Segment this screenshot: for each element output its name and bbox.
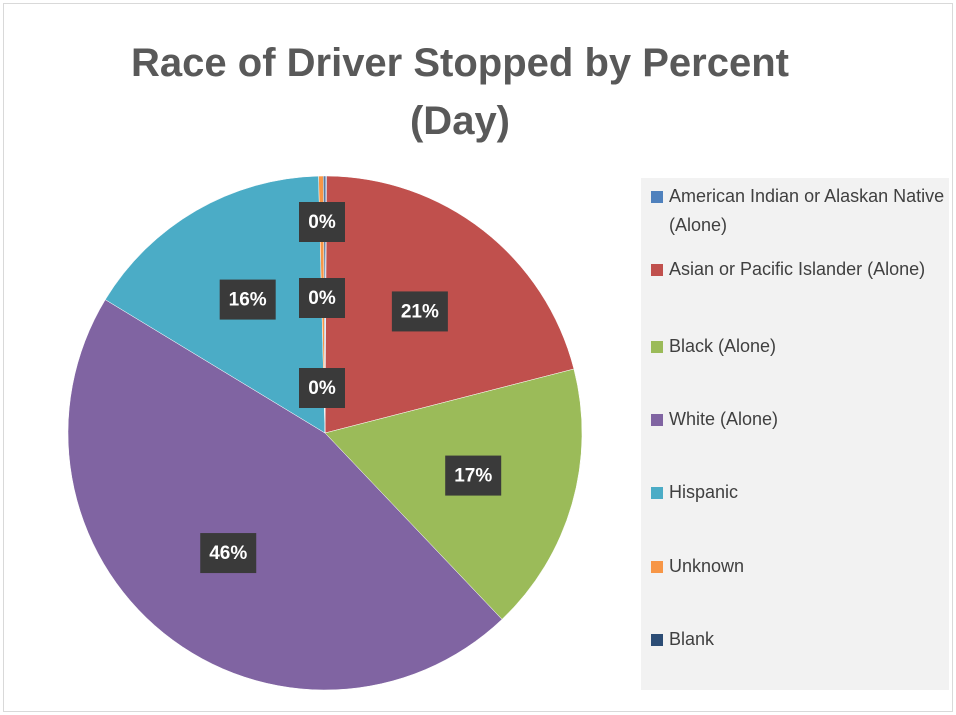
data-label: 0%: [308, 378, 336, 399]
legend-label: Asian or Pacific Islander (Alone): [669, 259, 926, 279]
legend-swatch: [651, 634, 663, 646]
legend-item: White (Alone): [651, 405, 956, 434]
legend-label: Black (Alone): [669, 336, 777, 356]
data-label: 46%: [209, 543, 247, 564]
pie-slice: [67, 299, 503, 691]
legend-swatch: [651, 264, 663, 276]
legend-label: Hispanic: [669, 482, 739, 502]
legend-item: Blank: [651, 625, 956, 654]
data-label-box: [445, 455, 502, 496]
data-label-box: [391, 291, 448, 332]
legend-label: Unknown: [669, 556, 745, 576]
chart-border: [3, 3, 953, 712]
data-label: 16%: [229, 290, 267, 311]
legend-label: White (Alone): [669, 409, 779, 429]
legend-item: Unknown: [651, 552, 956, 581]
legend-swatch: [651, 487, 663, 499]
data-label: 0%: [308, 212, 336, 233]
pie-slice: [324, 175, 575, 434]
data-label-box: [299, 202, 345, 242]
legend-label: Blank: [669, 629, 715, 649]
legend-item: American Indian or Alaskan Native (Alone…: [651, 182, 956, 240]
data-label: 0%: [308, 288, 336, 309]
data-label: 17%: [454, 466, 492, 487]
legend-swatch: [651, 561, 663, 573]
data-label-box: [200, 533, 257, 574]
legend-item: Asian or Pacific Islander (Alone): [651, 255, 956, 284]
data-label-box: [219, 279, 276, 320]
data-label-box: [299, 368, 345, 408]
legend-swatch: [651, 191, 663, 203]
legend-swatch: [651, 341, 663, 353]
legend: American Indian or Alaskan Native (Alone…: [641, 178, 949, 690]
legend-label: American Indian or Alaskan Native (Alone…: [669, 186, 945, 235]
legend-item: Hispanic: [651, 478, 956, 507]
chart-title: Race of Driver Stopped by Percent (Day): [131, 41, 789, 143]
pie-slice: [104, 175, 326, 434]
data-label: 21%: [401, 301, 439, 322]
data-label-box: [299, 278, 345, 318]
legend-swatch: [651, 414, 663, 426]
legend-item: Black (Alone): [651, 332, 956, 361]
